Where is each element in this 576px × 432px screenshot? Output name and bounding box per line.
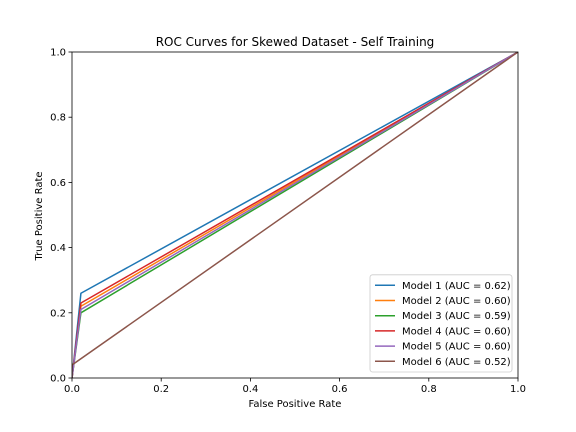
legend-item-model-6: Model 6 (AUC = 0.52) [375,357,511,368]
chart-title: ROC Curves for Skewed Dataset - Self Tra… [156,35,435,49]
legend-label: Model 4 (AUC = 0.60) [402,326,511,337]
y-tick-label: 0.2 [50,308,66,319]
x-tick-label: 0.6 [332,384,348,395]
legend-item-model-4: Model 4 (AUC = 0.60) [375,326,511,337]
legend-item-model-5: Model 5 (AUC = 0.60) [375,342,511,353]
y-tick-label: 0.8 [50,113,66,124]
legend-box [369,274,513,373]
plot-area [71,51,519,379]
legend-label: Model 2 (AUC = 0.60) [402,296,511,307]
x-tick-label: 0.8 [421,384,437,395]
x-tick-label: 0.0 [64,384,80,395]
x-tick-label: 0.4 [242,384,258,395]
y-axis-ticks: 0.0 0.2 0.4 0.6 0.8 1.0 [50,48,72,385]
y-axis-label: True Positive Rate [34,171,45,261]
series-lines [72,52,518,378]
legend-item-model-1: Model 1 (AUC = 0.62) [375,281,511,292]
axes-frame [71,51,519,379]
y-tick-label: 0.0 [50,374,66,385]
legend-item-model-3: Model 3 (AUC = 0.59) [375,311,511,322]
series-line-model-6 [72,52,518,378]
x-axis-ticks: 0.0 0.2 0.4 0.6 0.8 1.0 [64,378,526,395]
x-tick-label: 0.2 [153,384,169,395]
x-tick-label: 1.0 [510,384,526,395]
x-axis-label: False Positive Rate [249,399,342,410]
legend-label: Model 6 (AUC = 0.52) [402,357,511,368]
y-tick-label: 1.0 [50,48,66,59]
series-line-model-5 [72,52,518,378]
y-tick-label: 0.6 [50,178,66,189]
legend-item-model-2: Model 2 (AUC = 0.60) [375,296,511,307]
y-tick-label: 0.4 [50,243,66,254]
legend: Model 1 (AUC = 0.62) Model 2 (AUC = 0.60)… [369,274,513,373]
legend-label: Model 5 (AUC = 0.60) [402,342,511,353]
legend-label: Model 3 (AUC = 0.59) [402,311,511,322]
legend-label: Model 1 (AUC = 0.62) [402,281,511,292]
